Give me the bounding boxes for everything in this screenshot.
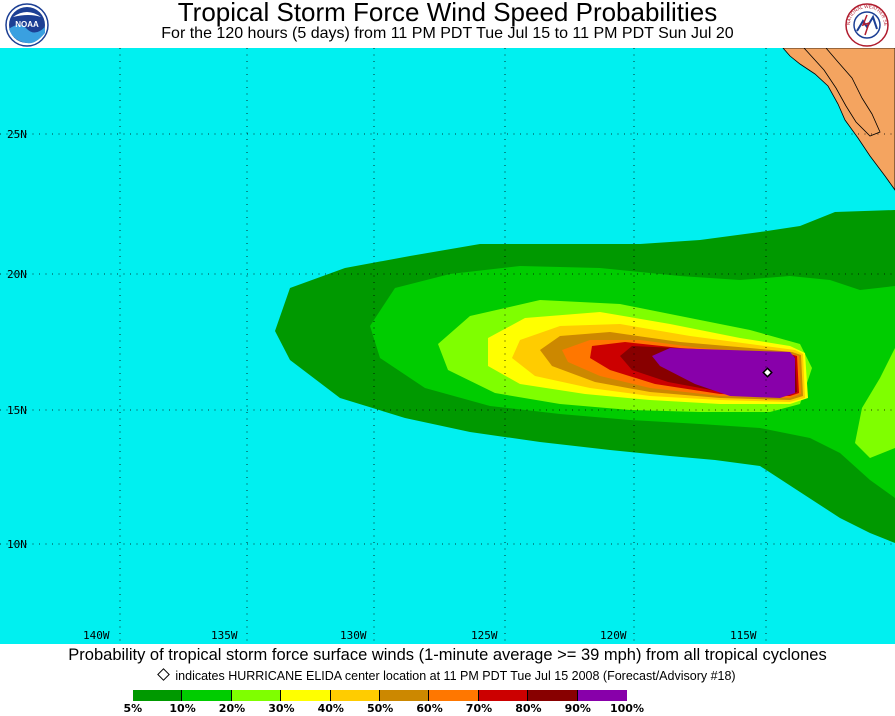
map-caption: Probability of tropical storm force surf… [68,646,827,664]
legend-swatch [281,690,331,701]
nws-logo-icon: NATIONAL WEATHER SERVICE [845,3,889,47]
legend-label: 70% [465,702,493,715]
legend-swatch [429,690,479,701]
legend-label: 20% [218,702,246,715]
lat-label: 15N [7,404,27,417]
legend-label: 5% [123,702,143,715]
page-subtitle: For the 120 hours (5 days) from 11 PM PD… [161,25,734,42]
lon-label: 130W [340,629,367,642]
legend-swatch [231,690,282,701]
legend-swatch [182,690,232,701]
diamond-icon [762,367,773,378]
lon-label: 135W [211,629,238,642]
legend-swatch [528,690,578,701]
contour-90 [652,348,795,398]
svg-text:NOAA: NOAA [15,20,39,29]
legend-label: 100% [610,702,644,715]
land-baja [803,48,881,137]
diamond-icon [157,668,171,681]
legend-label: 30% [268,702,295,715]
lon-label: 115W [730,629,757,642]
legend-label: 60% [416,702,443,715]
page-title: Tropical Storm Force Wind Speed Probabil… [177,0,718,27]
lat-label: 10N [7,538,27,551]
header: NOAA Tropical Storm Force Wind Speed Pro… [0,0,895,48]
legend-swatch [577,690,627,701]
legend-label: 50% [367,702,394,715]
noaa-logo-icon: NOAA [5,3,49,47]
probability-map: 25N 20N 15N 10N 140W 135W 130W 125W 120W… [0,48,895,644]
land-mexico [782,48,895,191]
lon-label: 125W [471,629,498,642]
legend-color-bar [133,690,627,701]
lat-label: 25N [7,128,27,141]
lat-label: 20N [7,268,27,281]
legend-labels: 5% 10% 20% 30% 40% 50% 60% 70% 80% 90% 100% [0,702,895,716]
lon-label: 140W [83,629,110,642]
legend-swatch [379,690,430,701]
legend-swatch [330,690,380,701]
legend-label: 40% [317,702,344,715]
legend-label: 80% [515,702,542,715]
lon-label: 120W [600,629,627,642]
legend-label: 10% [169,702,196,715]
legend-label: 90% [564,702,591,715]
marker-note: indicates HURRICANE ELIDA center locatio… [0,668,895,683]
marker-note-text: indicates HURRICANE ELIDA center locatio… [175,669,736,683]
legend-swatch [478,690,529,701]
legend-swatch [133,690,183,701]
